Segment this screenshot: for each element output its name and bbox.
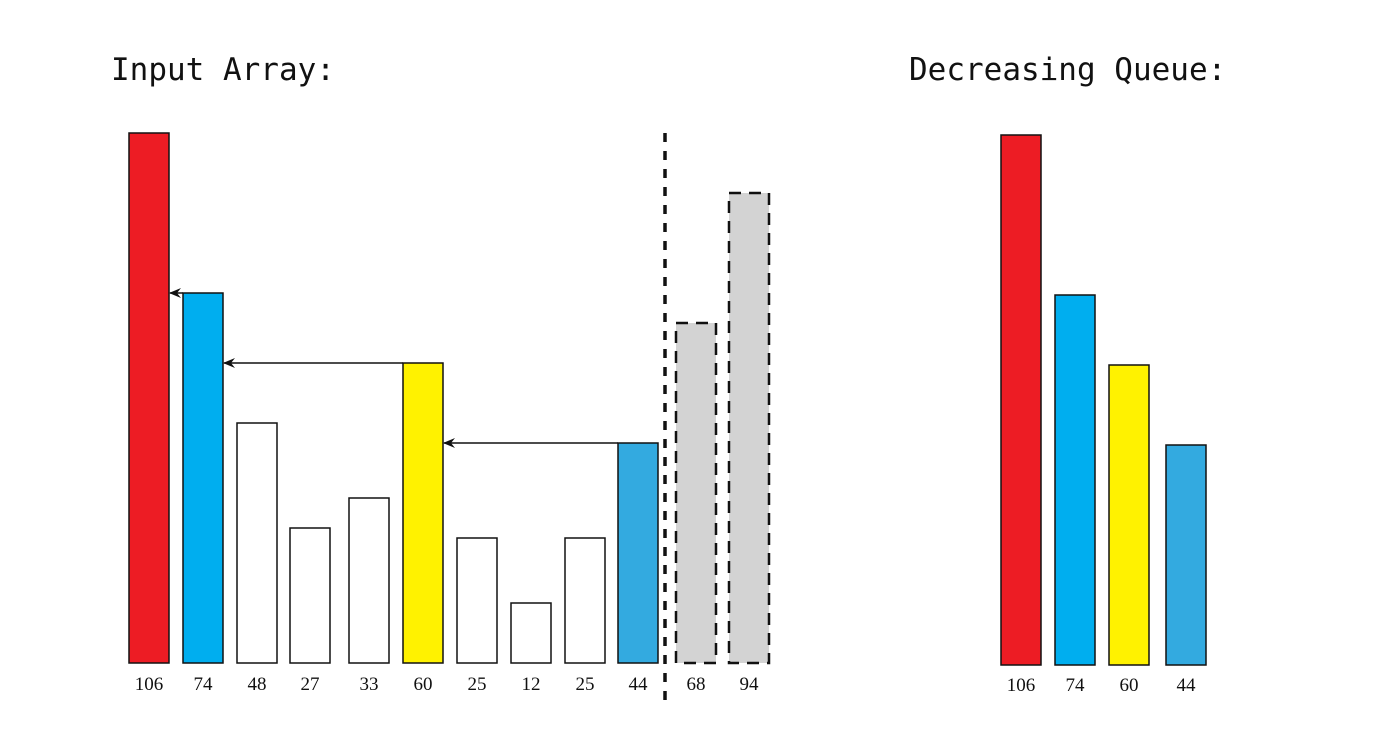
queue-bar-44 bbox=[1165, 444, 1207, 666]
input-bar-label: 74 bbox=[194, 674, 214, 695]
input-bar-44 bbox=[617, 442, 659, 664]
input-bar-label: 27 bbox=[301, 674, 320, 695]
input-bar-12 bbox=[510, 602, 552, 664]
queue-bar-label: 74 bbox=[1066, 675, 1086, 696]
queue-bar-74 bbox=[1054, 294, 1096, 666]
queue-bar-label: 106 bbox=[1007, 675, 1036, 696]
queue-bar-label: 44 bbox=[1177, 675, 1197, 696]
queue-bar-label: 60 bbox=[1120, 675, 1139, 696]
input-bar-68 bbox=[674, 321, 718, 665]
input-array-title: Input Array: bbox=[111, 52, 335, 88]
input-bar-60 bbox=[402, 362, 444, 664]
input-bar-label: 68 bbox=[687, 674, 706, 695]
input-bar-48 bbox=[236, 422, 278, 664]
input-bar-label: 33 bbox=[360, 674, 379, 695]
input-bar-label: 25 bbox=[468, 674, 487, 695]
input-bar-94 bbox=[727, 191, 771, 665]
input-bar-label: 94 bbox=[740, 674, 760, 695]
input-bar-label: 48 bbox=[248, 674, 267, 695]
decreasing-queue-title: Decreasing Queue: bbox=[909, 52, 1227, 88]
input-bar-106 bbox=[128, 132, 170, 664]
input-bar-label: 60 bbox=[414, 674, 433, 695]
input-bar-25 bbox=[456, 537, 498, 664]
input-bar-label: 25 bbox=[576, 674, 595, 695]
queue-bar-106 bbox=[1000, 134, 1042, 666]
input-bar-74 bbox=[182, 292, 224, 664]
input-bar-33 bbox=[348, 497, 390, 664]
input-bar-label: 106 bbox=[135, 674, 164, 695]
queue-bar-60 bbox=[1108, 364, 1150, 666]
input-bar-27 bbox=[289, 527, 331, 664]
input-bar-label: 12 bbox=[522, 674, 541, 695]
input-bar-label: 44 bbox=[629, 674, 649, 695]
input-bar-25 bbox=[564, 537, 606, 664]
